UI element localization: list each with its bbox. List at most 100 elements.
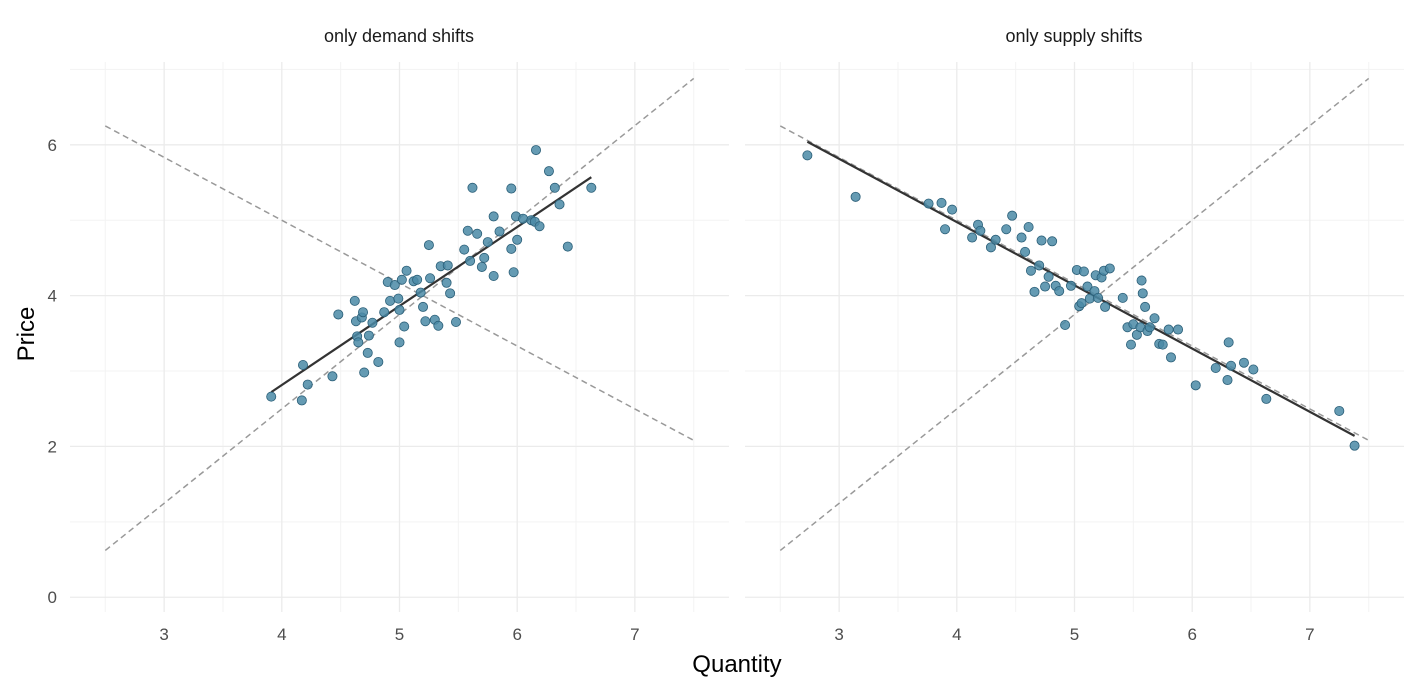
y-axis-ticks: 0 2 4 6	[48, 136, 57, 607]
data-point	[1016, 232, 1027, 243]
data-point	[349, 295, 360, 306]
x-tick-label: 3	[159, 625, 168, 644]
data-point	[1054, 286, 1065, 297]
data-point	[459, 244, 470, 255]
data-point	[488, 211, 499, 222]
data-point	[488, 270, 499, 281]
supply-curve-line	[779, 77, 1370, 552]
data-point	[1149, 313, 1160, 324]
data-point	[506, 243, 517, 254]
data-point	[418, 301, 429, 312]
data-point	[1117, 292, 1128, 303]
data-point	[420, 316, 431, 327]
data-point	[359, 367, 370, 378]
panel-supply-title: only supply shifts	[1005, 26, 1142, 46]
data-point	[1165, 352, 1176, 363]
data-point	[947, 204, 958, 215]
data-point	[296, 395, 307, 406]
y-tick-label: 0	[48, 588, 57, 607]
x-tick-label: 7	[1305, 625, 1314, 644]
data-point	[512, 234, 523, 245]
panel-supply-fit	[806, 140, 1356, 437]
data-point	[462, 225, 473, 236]
data-point	[479, 252, 490, 263]
data-point	[967, 232, 978, 243]
data-point	[1001, 224, 1012, 235]
panel-supply-x-ticks: 3 4 5 6 7	[834, 625, 1314, 644]
data-point	[1157, 339, 1168, 350]
data-point	[445, 288, 456, 299]
data-point	[554, 199, 565, 210]
data-point	[333, 309, 344, 320]
data-point	[985, 242, 996, 253]
data-point	[936, 197, 947, 208]
data-point	[1104, 263, 1115, 274]
data-point	[389, 280, 400, 291]
data-point	[358, 307, 369, 318]
panel-demand: 3 4 5 6 7 only demand shifts	[70, 26, 729, 644]
panel-demand-fit	[270, 176, 592, 394]
data-point	[1248, 364, 1259, 375]
data-point	[940, 224, 951, 235]
data-point	[1036, 235, 1047, 246]
data-point	[298, 359, 309, 370]
data-point	[442, 260, 453, 271]
data-point	[423, 240, 434, 251]
data-point	[1100, 301, 1111, 312]
fit-line	[270, 176, 592, 394]
data-point	[531, 145, 542, 156]
x-tick-label: 6	[1187, 625, 1196, 644]
data-point	[1226, 360, 1237, 371]
data-point	[1029, 286, 1040, 297]
data-point	[472, 228, 483, 239]
data-point	[549, 182, 560, 193]
data-point	[394, 337, 405, 348]
data-point	[476, 261, 487, 272]
data-point	[923, 198, 934, 209]
data-point	[562, 241, 573, 252]
supply-curve-line	[104, 77, 695, 552]
data-point	[1144, 322, 1155, 333]
data-point	[367, 317, 378, 328]
data-point	[465, 255, 476, 266]
data-point	[353, 337, 364, 348]
data-point	[327, 371, 338, 382]
panel-demand-x-ticks: 3 4 5 6 7	[159, 625, 639, 644]
data-point	[266, 391, 277, 402]
data-point	[1023, 221, 1034, 232]
data-point	[1060, 320, 1071, 331]
data-point	[1078, 266, 1089, 277]
data-point	[1223, 337, 1234, 348]
x-tick-label: 3	[834, 625, 843, 644]
data-point	[302, 379, 313, 390]
x-tick-label: 4	[277, 625, 286, 644]
panel-supply-grid	[745, 62, 1404, 612]
panel-demand-points	[266, 145, 597, 406]
data-point	[433, 320, 444, 331]
data-point	[482, 237, 493, 248]
data-point	[1210, 362, 1221, 373]
x-tick-label: 5	[1070, 625, 1079, 644]
data-point	[1043, 271, 1054, 282]
y-axis-title: Price	[13, 307, 40, 362]
data-point	[450, 316, 461, 327]
data-point	[379, 307, 390, 318]
data-point	[518, 213, 529, 224]
data-point	[1140, 301, 1151, 312]
data-point	[1093, 292, 1104, 303]
data-point	[802, 150, 813, 161]
data-point	[1065, 280, 1076, 291]
data-point	[394, 304, 405, 315]
data-point	[399, 321, 410, 332]
data-point	[506, 183, 517, 194]
data-point	[401, 265, 412, 276]
data-point	[1025, 265, 1036, 276]
data-point	[1334, 405, 1345, 416]
data-point	[1261, 393, 1272, 404]
y-tick-label: 2	[48, 437, 57, 456]
data-point	[1222, 375, 1233, 386]
x-tick-label: 5	[395, 625, 404, 644]
data-point	[385, 295, 396, 306]
data-point	[1163, 324, 1174, 335]
